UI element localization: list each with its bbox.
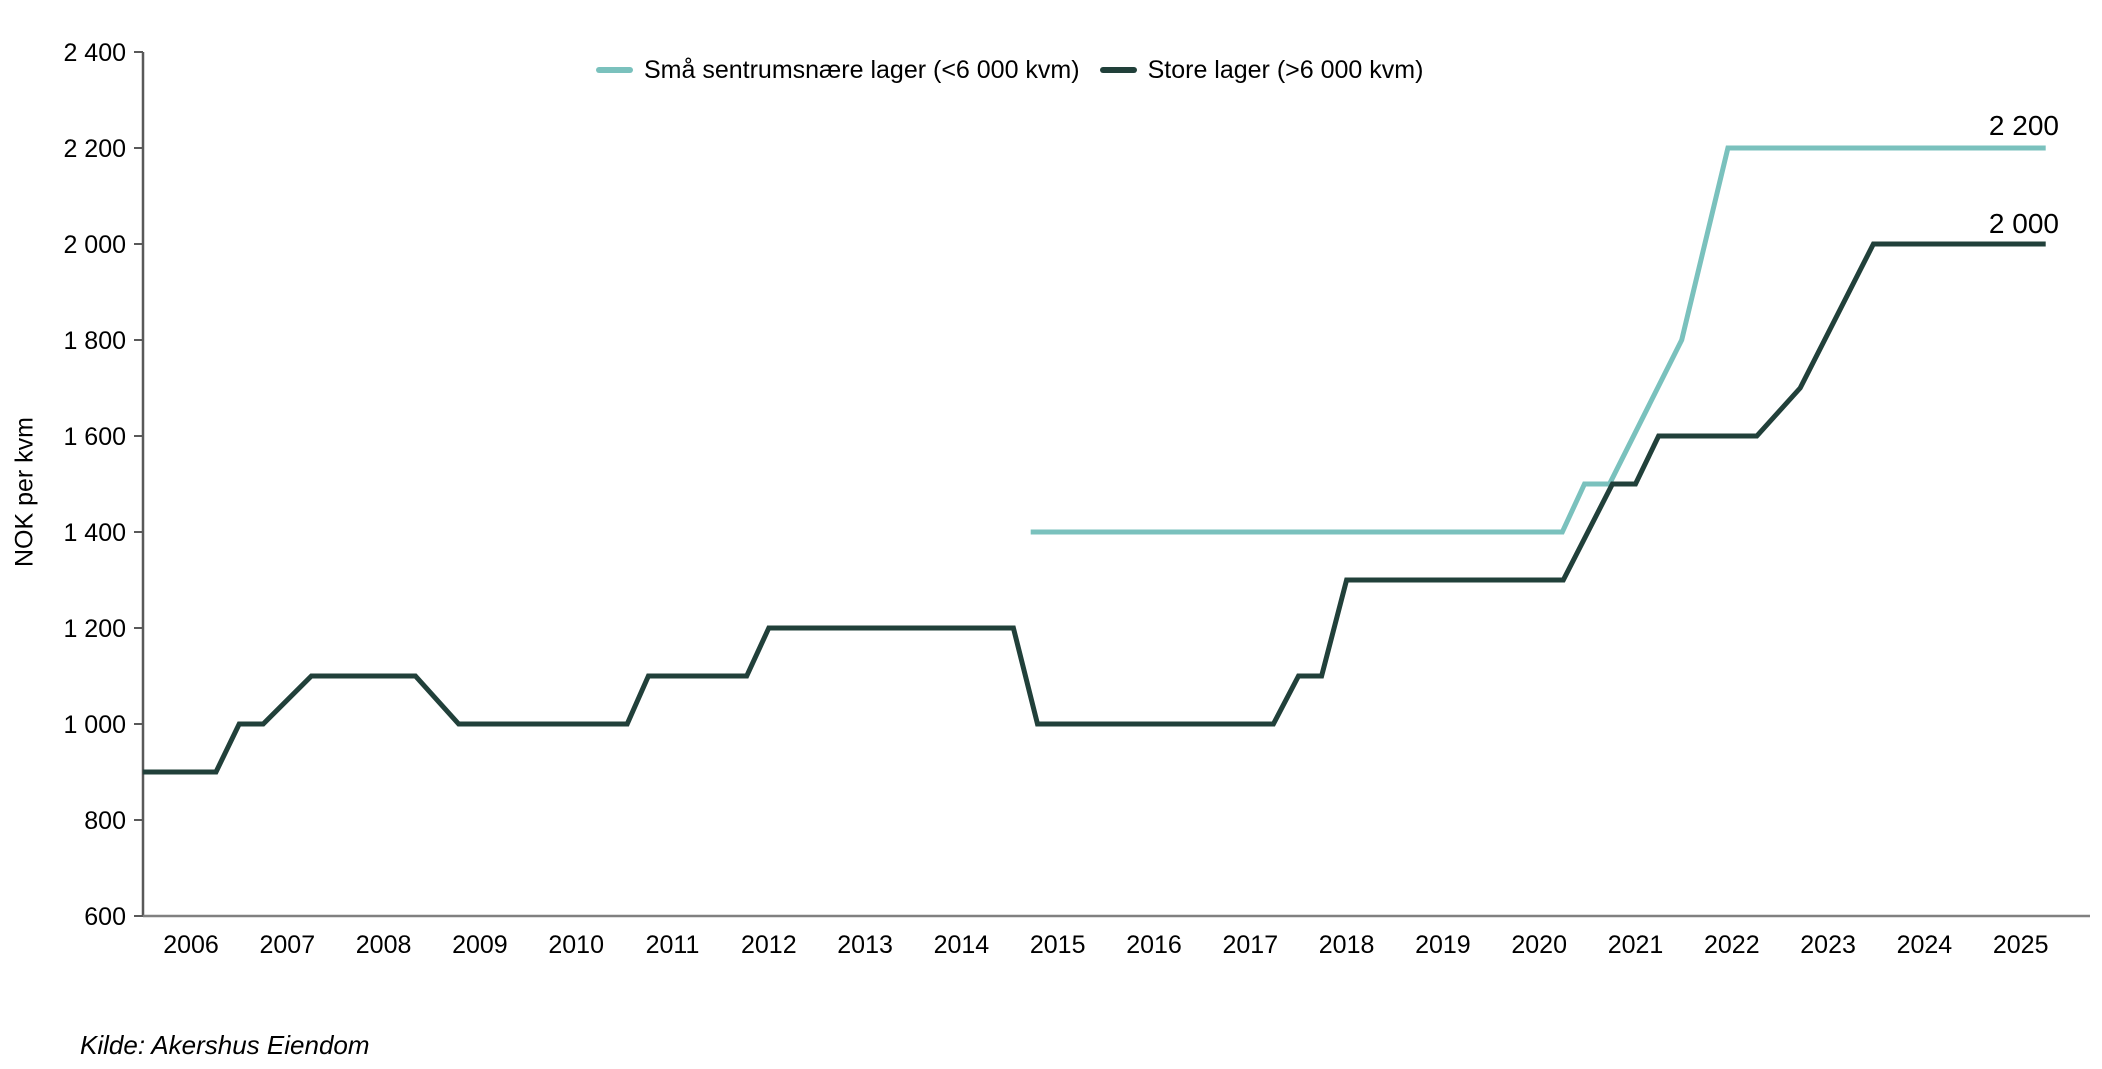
y-axis-title: NOK per kvm xyxy=(10,416,39,568)
legend-swatch-teal-line-icon xyxy=(596,67,633,73)
series-line-sma-lager xyxy=(1030,145,2046,535)
x-tick-label: 2006 xyxy=(163,931,219,959)
x-tick-label: 2008 xyxy=(356,931,412,959)
x-tick-label: 2022 xyxy=(1704,931,1760,959)
x-tick-label: 2023 xyxy=(1800,931,1856,959)
series-end-value-label-sma: 2 200 xyxy=(1988,110,2059,141)
x-tick-label: 2021 xyxy=(1608,931,1664,959)
x-tick-label: 2016 xyxy=(1126,931,1182,959)
chart-legend: Små sentrumsnære lager (<6 000 kvm) Stor… xyxy=(596,55,1423,85)
y-tick-label: 2 400 xyxy=(63,39,126,67)
y-tick-label: 1 800 xyxy=(63,327,126,355)
source-note: Kilde: Akershus Eiendom xyxy=(80,1030,370,1060)
y-tick-label: 1 000 xyxy=(63,711,126,739)
x-tick-label: 2024 xyxy=(1897,931,1953,959)
x-tick-label: 2015 xyxy=(1030,931,1086,959)
x-tick-label: 2011 xyxy=(646,931,700,959)
y-tick-label: 1 600 xyxy=(63,423,126,451)
x-tick-label: 2020 xyxy=(1511,931,1567,959)
legend-label-sma-lager: Små sentrumsnære lager (<6 000 kvm) xyxy=(644,56,1080,84)
y-tick-label: 2 200 xyxy=(63,135,126,163)
y-tick-label: 1 200 xyxy=(63,615,126,643)
legend-item-store-lager: Store lager (>6 000 kvm) xyxy=(1099,55,1424,85)
series-end-value-label-store: 2 000 xyxy=(1988,208,2059,239)
legend-swatch-dark-line-icon xyxy=(1099,67,1137,73)
x-tick-label: 2009 xyxy=(452,931,508,959)
x-tick-label: 2007 xyxy=(259,931,315,959)
series-line-store-lager xyxy=(142,241,2046,775)
legend-item-sma-lager: Små sentrumsnære lager (<6 000 kvm) xyxy=(596,55,1080,85)
x-tick-label: 2013 xyxy=(837,931,893,959)
legend-label-store-lager: Store lager (>6 000 kvm) xyxy=(1147,56,1424,84)
x-tick-label: 2010 xyxy=(548,931,604,959)
x-tick-label: 2014 xyxy=(934,931,990,959)
x-tick-label: 2018 xyxy=(1319,931,1375,959)
y-tick-label: 2 000 xyxy=(63,231,126,259)
x-tick-label: 2012 xyxy=(741,931,797,959)
y-tick-label: 600 xyxy=(84,903,126,931)
x-tick-label: 2019 xyxy=(1415,931,1471,959)
x-tick-label: 2025 xyxy=(1993,931,2049,959)
y-tick-label: 1 400 xyxy=(63,519,126,547)
x-tick-label: 2017 xyxy=(1222,931,1278,959)
y-tick-label: 800 xyxy=(84,807,126,835)
